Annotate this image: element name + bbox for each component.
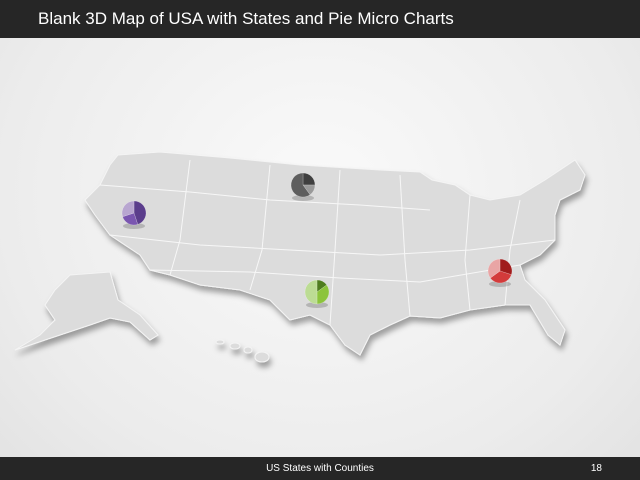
slide-title: Blank 3D Map of USA with States and Pie …: [38, 9, 454, 28]
pie-shadow: [306, 302, 328, 308]
footer-label: US States with Counties: [266, 463, 374, 474]
pie-slice: [304, 279, 318, 305]
state-borders: [99, 159, 556, 326]
pie-slice: [489, 270, 512, 284]
slide-footer: US States with Counties 18: [0, 457, 640, 480]
pie-slice: [133, 200, 147, 225]
pie-slice: [316, 284, 330, 305]
pie-slice: [302, 184, 316, 196]
pie-slice: [121, 200, 135, 218]
pie-chart-nevada: [121, 200, 147, 229]
pie-slice: [302, 172, 316, 186]
pie-shadow: [292, 195, 314, 201]
pie-shadow: [489, 281, 511, 287]
hawaii: [215, 339, 270, 363]
alaska: [14, 271, 159, 351]
pie-shadow: [123, 223, 145, 229]
slide-title-bar: Blank 3D Map of USA with States and Pie …: [0, 0, 640, 38]
pie-chart-texas: [304, 279, 330, 308]
usa-map: [14, 151, 586, 363]
pie-slice: [487, 258, 501, 279]
pie-chart-south-dakota: [290, 172, 316, 201]
pie-chart-georgia: [487, 258, 513, 287]
pie-slice: [316, 279, 328, 293]
pie-slice: [499, 258, 513, 276]
pie-slice: [290, 172, 311, 198]
page-number: 18: [590, 463, 602, 474]
pie-slice: [122, 212, 139, 226]
